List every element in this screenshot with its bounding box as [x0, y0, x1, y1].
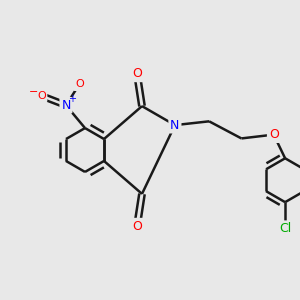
Text: O: O [37, 91, 46, 101]
Text: O: O [75, 80, 84, 89]
Text: O: O [269, 128, 279, 141]
Text: −: − [28, 87, 38, 97]
Text: +: + [68, 94, 76, 104]
Text: O: O [132, 67, 142, 80]
Text: N: N [61, 99, 71, 112]
Text: O: O [132, 220, 142, 233]
Text: Cl: Cl [279, 222, 291, 235]
Text: N: N [170, 118, 180, 132]
